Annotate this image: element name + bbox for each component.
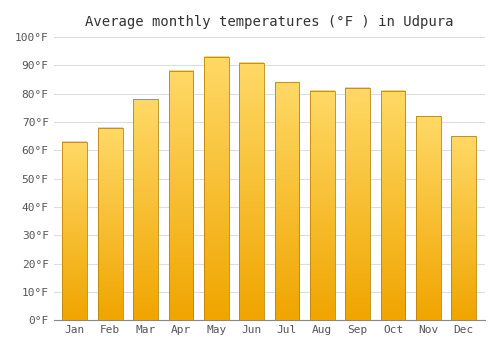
- Bar: [204, 57, 229, 320]
- Bar: [452, 136, 476, 320]
- Bar: [346, 88, 370, 320]
- Bar: [274, 82, 299, 320]
- Bar: [380, 91, 406, 320]
- Bar: [98, 128, 122, 320]
- Bar: [310, 91, 334, 320]
- Bar: [239, 63, 264, 320]
- Bar: [133, 99, 158, 320]
- Bar: [62, 142, 87, 320]
- Title: Average monthly temperatures (°F ) in Udpura: Average monthly temperatures (°F ) in Ud…: [85, 15, 454, 29]
- Bar: [416, 116, 441, 320]
- Bar: [168, 71, 194, 320]
